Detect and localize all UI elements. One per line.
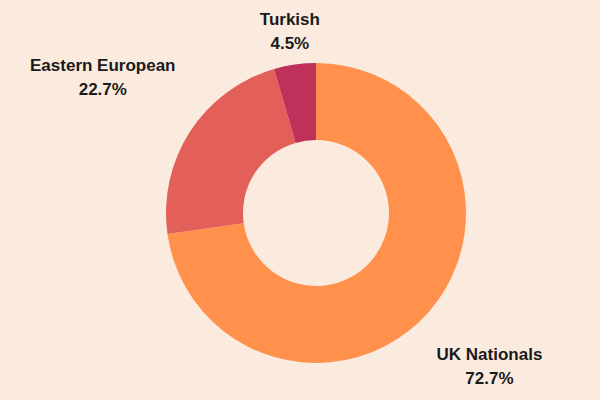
svg-text:Eastern European22.7%: Eastern European22.7% — [30, 56, 176, 99]
svg-text:UK Nationals72.7%: UK Nationals72.7% — [437, 345, 543, 388]
svg-text:Turkish4.5%: Turkish4.5% — [260, 10, 320, 53]
